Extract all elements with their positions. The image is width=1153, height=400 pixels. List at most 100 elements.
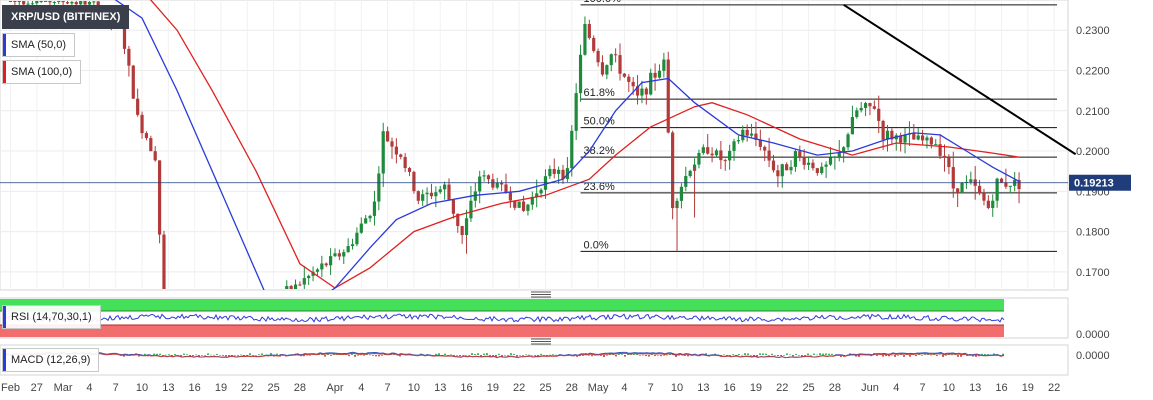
date-tick-label: 4 xyxy=(86,382,92,394)
candle-body xyxy=(364,218,368,224)
macd-histogram-bar xyxy=(777,355,779,357)
candle-body xyxy=(87,1,92,5)
candle-body xyxy=(578,54,583,94)
date-tick-label: Jun xyxy=(861,382,879,394)
macd-histogram-bar xyxy=(180,355,182,357)
macd-histogram-bar xyxy=(234,355,236,356)
candle-body xyxy=(127,48,131,66)
rsi-legend[interactable]: RSI (14,70,30,1) xyxy=(2,305,101,329)
fib-level-label: 100.0% xyxy=(584,0,622,5)
date-tick-label: 19 xyxy=(750,382,762,394)
macd-histogram-bar xyxy=(162,355,164,356)
sma50-legend[interactable]: SMA (50,0) xyxy=(2,33,76,57)
candle-body xyxy=(381,131,385,174)
macd-histogram-bar xyxy=(678,355,680,356)
macd-histogram-bar xyxy=(903,355,905,357)
macd-histogram-bar xyxy=(621,354,623,355)
date-tick-label: 28 xyxy=(566,382,578,394)
candle-body xyxy=(443,184,447,190)
candle-body xyxy=(820,166,824,174)
last-price-label: 0.19213 xyxy=(1074,178,1114,190)
macd-histogram-bar xyxy=(579,355,581,357)
candle-body xyxy=(899,135,903,143)
date-tick-label: 16 xyxy=(460,382,472,394)
candle-body xyxy=(824,164,828,167)
macd-histogram-bar xyxy=(444,353,446,355)
macd-histogram-bar xyxy=(921,355,923,356)
macd-histogram-bar xyxy=(249,353,251,355)
candle-body xyxy=(771,160,776,171)
macd-histogram-bar xyxy=(372,355,374,356)
candle-body xyxy=(596,50,600,63)
candle-body xyxy=(780,164,784,177)
candle-body xyxy=(605,65,609,75)
macd-histogram-bar xyxy=(330,355,332,356)
macd-histogram-bar xyxy=(810,355,812,356)
macd-histogram-bar xyxy=(729,355,731,356)
candle-body xyxy=(999,178,1004,183)
macd-histogram-bar xyxy=(744,353,746,355)
macd-histogram-bar xyxy=(306,354,308,356)
candle-body xyxy=(447,184,451,200)
macd-legend[interactable]: MACD (12,26,9) xyxy=(2,348,100,372)
candle-body xyxy=(815,168,819,174)
macd-histogram-bar xyxy=(183,353,185,355)
rsi-overbought-zone xyxy=(0,299,1004,311)
macd-histogram-bar xyxy=(276,353,278,355)
candle-body xyxy=(140,114,144,134)
candle-body xyxy=(70,2,74,4)
macd-histogram-bar xyxy=(855,355,857,357)
rsi-line xyxy=(1,313,1005,323)
candle-body xyxy=(627,76,631,82)
descending-trendline[interactable] xyxy=(843,3,1077,156)
candle-body xyxy=(920,135,925,141)
rsi-tick-label: 0.0000 xyxy=(1076,329,1110,341)
macd-resize-handle[interactable] xyxy=(531,338,551,345)
candle-body xyxy=(403,156,407,169)
macd-histogram-bar xyxy=(714,353,716,355)
fib-level-label: 38.2% xyxy=(584,145,615,157)
macd-histogram-bar xyxy=(225,355,227,357)
candle-body xyxy=(846,134,850,148)
macd-histogram-bar xyxy=(684,355,686,356)
macd-histogram-bar xyxy=(891,354,893,356)
candle-body xyxy=(785,164,789,171)
macd-histogram-bar xyxy=(639,355,641,356)
macd-histogram-bar xyxy=(900,354,902,355)
candle-body xyxy=(61,1,65,3)
macd-histogram-bar xyxy=(123,355,125,357)
symbol-legend[interactable]: XRP/USD (BITFINEX) xyxy=(2,5,130,29)
candle-body xyxy=(872,106,876,109)
candle-body xyxy=(320,263,324,270)
macd-histogram-bar xyxy=(522,355,524,356)
candle-body xyxy=(986,200,990,208)
macd-histogram-bar xyxy=(897,355,899,356)
candle-body xyxy=(719,150,723,161)
macd-histogram-bar xyxy=(783,355,785,356)
candle-body xyxy=(429,192,434,197)
sma100-legend[interactable]: SMA (100,0) xyxy=(2,60,82,84)
date-tick-label: 4 xyxy=(893,382,899,394)
candle-body xyxy=(684,176,688,187)
macd-histogram-bar xyxy=(261,353,263,355)
candle-body xyxy=(776,170,780,177)
macd-histogram-bar xyxy=(438,353,440,355)
macd-histogram-bar xyxy=(828,353,830,355)
candle-body xyxy=(324,263,328,266)
macd-histogram-bar xyxy=(303,355,305,357)
date-tick-label: 28 xyxy=(829,382,841,394)
macd-histogram-bar xyxy=(480,355,482,357)
candle-body xyxy=(412,171,416,192)
date-tick-label: 16 xyxy=(724,382,736,394)
price-axis: 0.23000.22000.21000.20000.19000.18000.17… xyxy=(0,25,1131,279)
candle-body xyxy=(368,215,372,219)
macd-histogram-bar xyxy=(972,355,974,357)
macd-histogram-bar xyxy=(153,353,155,355)
candle-body xyxy=(666,59,670,133)
candle-body xyxy=(504,184,508,193)
rsi-resize-handle[interactable] xyxy=(531,291,551,298)
candle-body xyxy=(390,141,394,147)
candle-body xyxy=(561,169,565,179)
candle-body xyxy=(798,151,802,157)
